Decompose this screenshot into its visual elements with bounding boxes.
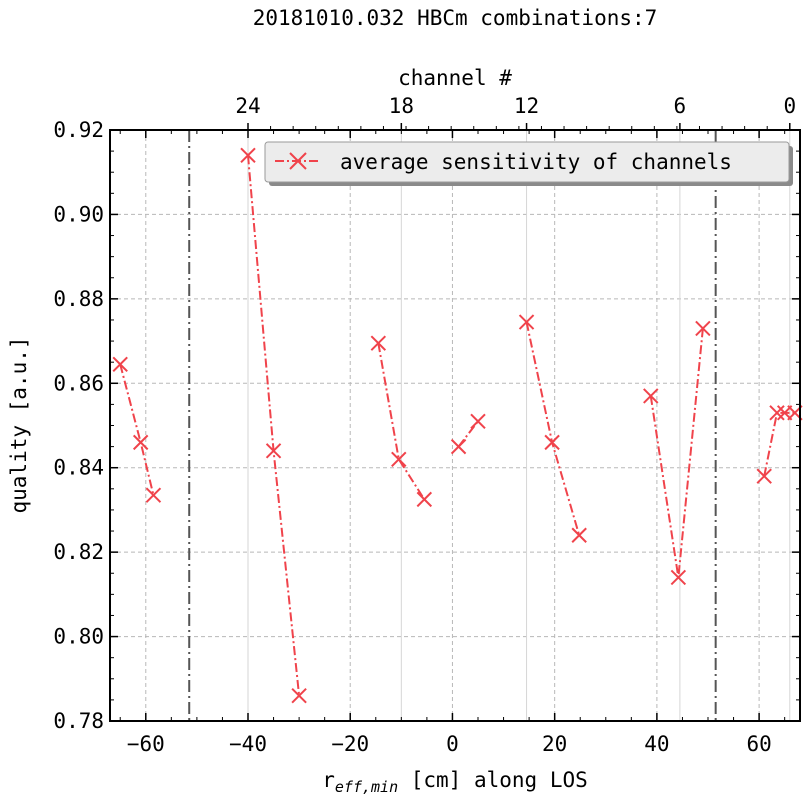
- data-point-stroke: [265, 443, 282, 459]
- data-point: [643, 388, 659, 404]
- data-point-stroke: [112, 356, 128, 372]
- x-axis-label-rest: [cm] along LOS: [398, 768, 588, 792]
- y-tick-label: 0.92: [53, 118, 104, 142]
- series-line: [649, 328, 704, 578]
- y-tick-label: 0.78: [53, 709, 104, 733]
- x-tick-label: −20: [331, 732, 369, 756]
- grid: [110, 130, 800, 721]
- data-point-stroke: [769, 405, 785, 421]
- chart-title: 20181010.032 HBCm combinations:7: [253, 6, 658, 30]
- data-point: [756, 468, 772, 484]
- x-axis-label: reff,min [cm] along LOS: [322, 768, 588, 796]
- top-tick-label: 0: [783, 94, 796, 118]
- data-point: [470, 413, 486, 429]
- x-tick-label: 40: [644, 732, 669, 756]
- y-axis-label: quality [a.u.]: [7, 336, 31, 513]
- data-point: [769, 405, 785, 421]
- series-line: [377, 343, 426, 500]
- data-point: [145, 487, 162, 503]
- reference-lines: [188, 130, 717, 721]
- data-point-stroke: [670, 569, 687, 586]
- data-point-stroke: [571, 527, 587, 543]
- data-point-stroke: [291, 687, 307, 704]
- data-point-stroke: [145, 487, 162, 503]
- y-tick-label: 0.90: [53, 202, 104, 226]
- top-tick-label: 6: [674, 94, 687, 118]
- data-point-stroke: [756, 468, 772, 484]
- data-point: [370, 335, 387, 351]
- x-axis-label-main: r: [322, 768, 335, 792]
- y-tick-label: 0.86: [53, 371, 104, 395]
- data-point-stroke: [240, 147, 256, 164]
- data-point-stroke: [132, 434, 149, 451]
- data-point: [450, 438, 467, 455]
- series-line: [763, 411, 795, 477]
- plot-frame: [109, 129, 801, 722]
- data-point-stroke: [450, 438, 467, 455]
- top-tick-label: 12: [514, 94, 539, 118]
- series-line: [525, 321, 581, 536]
- legend-label: average sensitivity of channels: [340, 150, 732, 174]
- x-tick-label: −40: [229, 732, 267, 756]
- top-axis-label: channel #: [398, 66, 512, 90]
- legend: average sensitivity of channels: [264, 141, 793, 186]
- data-point-stroke: [416, 491, 433, 508]
- series-layer: [112, 147, 803, 704]
- y-tick-label: 0.84: [53, 456, 104, 480]
- top-tick-label: 18: [389, 94, 414, 118]
- data-point: [695, 320, 711, 337]
- data-point: [391, 451, 407, 467]
- data-point: [132, 434, 149, 451]
- top-tick-label: 24: [235, 94, 260, 118]
- data-point-stroke: [695, 320, 711, 337]
- y-tick-label: 0.82: [53, 540, 104, 564]
- legend-marker-sample: [289, 152, 307, 170]
- x-tick-label: 0: [446, 732, 459, 756]
- series-line: [119, 364, 155, 496]
- x-tick-label: 60: [746, 732, 771, 756]
- data-point: [265, 443, 282, 459]
- data-point: [518, 314, 535, 330]
- data-point: [291, 687, 307, 704]
- data-point: [544, 434, 560, 451]
- y-tick-label: 0.80: [53, 625, 104, 649]
- data-point: [416, 491, 433, 508]
- data-point-stroke: [643, 388, 659, 404]
- data-point: [670, 569, 687, 586]
- data-point: [240, 147, 256, 164]
- y-tick-label: 0.88: [53, 287, 104, 311]
- axis-ticks: −60 −40 −20 0 20 40 600.780.800.820.840.860.88…: [53, 94, 800, 756]
- data-point: [571, 527, 587, 543]
- data-point-stroke: [391, 451, 407, 467]
- x-tick-label: −60: [127, 732, 165, 756]
- series-line: [247, 155, 301, 696]
- data-point: [112, 356, 128, 372]
- data-point-stroke: [544, 434, 560, 451]
- x-tick-label: 20: [542, 732, 567, 756]
- data-point-stroke: [518, 314, 535, 330]
- data-point-stroke: [470, 413, 486, 429]
- data-point-stroke: [370, 335, 387, 351]
- x-axis-label-subscript: eff,min: [335, 778, 398, 796]
- legend-box: [264, 141, 790, 183]
